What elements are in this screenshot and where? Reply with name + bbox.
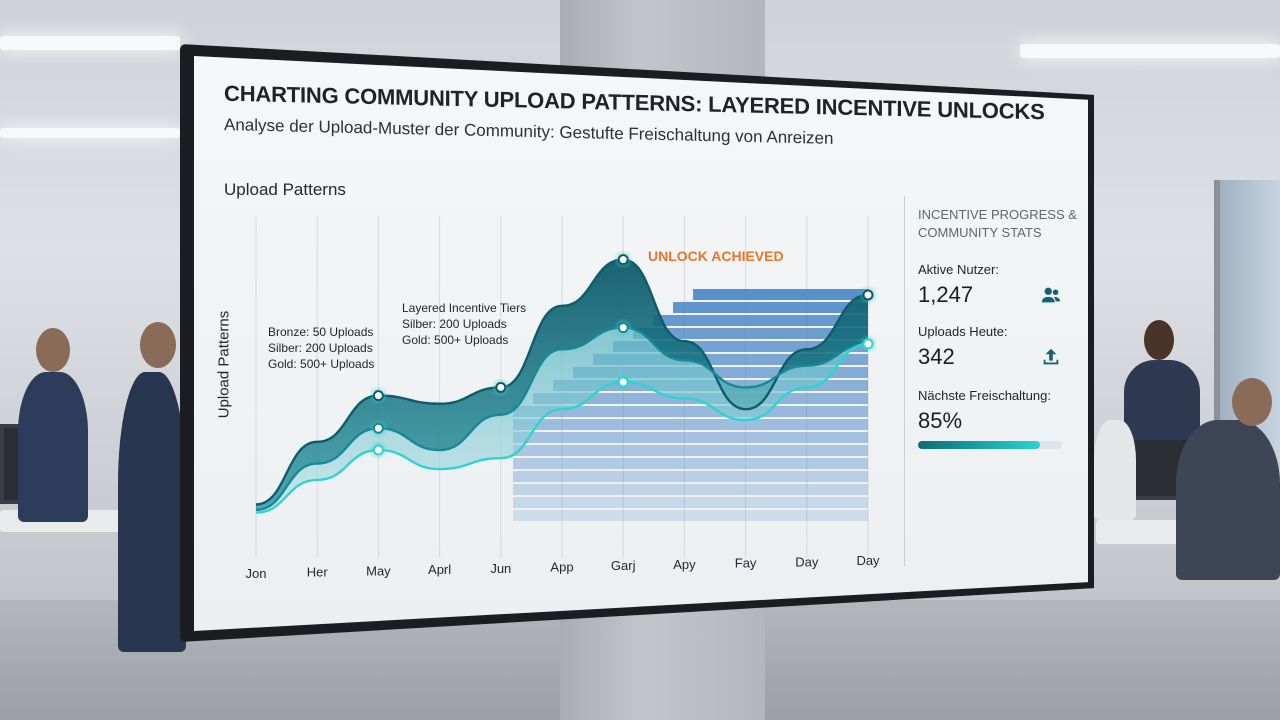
person-left-a-head bbox=[36, 328, 70, 372]
person-right-c bbox=[1094, 420, 1136, 520]
data-point bbox=[372, 390, 384, 402]
panel-heading: INCENTIVE PROGRESS & COMMUNITY STATS bbox=[918, 207, 1077, 240]
tier-annotation-mid: Layered Incentive Tiers Silber: 200 Uplo… bbox=[402, 300, 526, 348]
ceiling-light-right bbox=[1020, 44, 1280, 58]
tier-annotation-left: Bronze: 50 Uploads Silber: 200 Uploads G… bbox=[268, 324, 374, 372]
tier-bar bbox=[513, 445, 868, 456]
x-tick-label: App bbox=[550, 560, 573, 575]
x-tick-label: Day bbox=[856, 553, 880, 568]
x-tick-label: Jun bbox=[490, 561, 511, 576]
tier-silver: Silber: 200 Uploads bbox=[268, 341, 373, 355]
x-tick-label: Fay bbox=[735, 556, 757, 571]
next-unlock-label: Nächste Freischaltung: bbox=[918, 388, 1051, 403]
dashboard-screen: CHARTING COMMUNITY UPLOAD PATTERNS: LAYE… bbox=[194, 56, 1088, 631]
x-tick-label: Apy bbox=[673, 557, 696, 572]
chart-heading: Upload Patterns bbox=[224, 180, 346, 199]
person-left-b bbox=[118, 372, 186, 652]
next-unlock-progress-track bbox=[918, 441, 1062, 449]
unlock-achieved-label: UNLOCK ACHIEVED bbox=[648, 248, 784, 264]
upper-band bbox=[256, 259, 868, 510]
data-point bbox=[617, 322, 629, 334]
tier-bar bbox=[513, 510, 868, 521]
tier-bar bbox=[513, 406, 868, 417]
data-point bbox=[617, 254, 629, 266]
tier-bronze: Bronze: 50 Uploads bbox=[268, 325, 374, 339]
tier-bar bbox=[513, 497, 868, 508]
x-tick-label: Day bbox=[795, 554, 819, 569]
ceiling-light-left-low bbox=[0, 128, 180, 138]
series-line-1 bbox=[255, 258, 869, 506]
data-point bbox=[372, 422, 384, 434]
data-point bbox=[372, 444, 384, 456]
next-unlock-value: 85% bbox=[918, 408, 963, 433]
tier-bar bbox=[613, 341, 868, 352]
active-users-value: 1,247 bbox=[918, 282, 974, 307]
upload-icon bbox=[1043, 348, 1059, 365]
person-left-a bbox=[18, 372, 88, 522]
x-tick-label: Garj bbox=[611, 558, 636, 573]
person-right-a-head bbox=[1144, 320, 1174, 360]
tier-bar bbox=[513, 419, 868, 430]
tier-bar bbox=[653, 315, 868, 326]
tier-heading: Layered Incentive Tiers bbox=[402, 301, 527, 315]
data-point bbox=[862, 338, 874, 350]
uploads-today-value: 342 bbox=[918, 344, 955, 369]
data-point bbox=[495, 381, 507, 393]
x-tick-label: Jon bbox=[246, 566, 267, 581]
person-right-b-head bbox=[1232, 378, 1272, 426]
tier-mid-silver: Silber: 200 Uploads bbox=[402, 317, 507, 331]
tier-bar bbox=[513, 432, 868, 443]
tier-bar bbox=[513, 484, 868, 495]
tier-bar bbox=[573, 367, 868, 378]
person-right-b bbox=[1176, 420, 1280, 580]
person-right-a bbox=[1124, 360, 1200, 440]
active-users-label: Aktive Nutzer: bbox=[918, 262, 999, 277]
series-line-3 bbox=[255, 342, 869, 514]
series-line-2 bbox=[255, 326, 869, 512]
panel-divider bbox=[904, 196, 905, 566]
data-point bbox=[862, 289, 874, 301]
tier-bar bbox=[633, 328, 868, 339]
data-point bbox=[617, 376, 629, 388]
next-unlock-progress-fill bbox=[918, 441, 1041, 449]
x-tick-label: May bbox=[366, 563, 391, 578]
users-icon bbox=[1041, 287, 1061, 303]
ceiling-light-left bbox=[0, 36, 180, 50]
x-tick-label: Aprl bbox=[428, 562, 451, 577]
tier-gold: Gold: 500+ Uploads bbox=[268, 357, 375, 371]
person-left-b-head bbox=[140, 322, 176, 368]
upload-chart: Jon Her May Aprl Jun App Garj Apy Fay Day Day bbox=[246, 216, 880, 581]
tier-bar bbox=[593, 354, 868, 365]
tier-bar bbox=[693, 289, 868, 300]
uploads-today-label: Uploads Heute: bbox=[918, 324, 1008, 339]
x-tick-label: Her bbox=[307, 565, 329, 580]
tier-mid-gold: Gold: 500+ Uploads bbox=[402, 333, 509, 347]
tier-bar bbox=[513, 458, 868, 469]
tier-bar bbox=[673, 302, 868, 313]
tier-bar bbox=[513, 471, 868, 482]
